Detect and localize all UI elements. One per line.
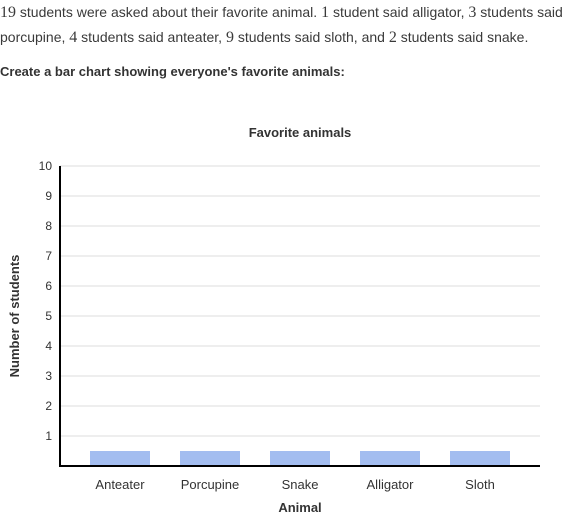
x-tick-label: Anteater — [95, 477, 145, 492]
x-tick-labels: Anteater Porcupine Snake Alligator Sloth — [95, 477, 494, 492]
y-axis-label: Number of students — [7, 255, 22, 378]
problem-text: students said porcupine, — [0, 4, 563, 45]
problem-number: 3 — [468, 4, 477, 21]
chart-title: Favorite animals — [249, 125, 352, 140]
problem-statement: 19 students were asked about their favor… — [0, 0, 580, 50]
y-tick-label: 8 — [45, 219, 52, 233]
y-tick-label: 7 — [45, 249, 52, 263]
y-tick-label: 2 — [45, 399, 52, 413]
problem-text: students said anteater, — [77, 29, 226, 45]
y-tick-label: 3 — [45, 369, 52, 383]
bar-sloth[interactable] — [450, 451, 510, 466]
x-tick-label: Sloth — [465, 477, 495, 492]
y-tick-label: 10 — [39, 159, 53, 173]
x-tick-label: Snake — [282, 477, 319, 492]
instruction-text: Create a bar chart showing everyone's fa… — [0, 64, 345, 79]
problem-number: 19 — [0, 4, 16, 21]
bar-anteater[interactable] — [90, 451, 150, 466]
problem-number: 1 — [321, 4, 330, 21]
problem-text: students said snake. — [396, 29, 529, 45]
y-tick-label: 4 — [45, 339, 52, 353]
y-tick-labels: 1 2 3 4 5 6 7 8 9 10 — [39, 159, 53, 443]
problem-number: 4 — [69, 29, 78, 46]
y-tick-label: 5 — [45, 309, 52, 323]
problem-text: students were asked about their favorite… — [16, 4, 322, 20]
bars — [90, 451, 510, 466]
problem-text: students said sloth, and — [233, 29, 389, 45]
x-tick-label: Alligator — [367, 477, 415, 492]
grid-lines — [60, 165, 540, 437]
y-tick-label: 1 — [45, 429, 52, 443]
bar-porcupine[interactable] — [180, 451, 240, 466]
bar-snake[interactable] — [270, 451, 330, 466]
problem-number: 9 — [225, 29, 234, 46]
x-axis-label: Animal — [278, 500, 321, 514]
y-tick-label: 9 — [45, 189, 52, 203]
bar-alligator[interactable] — [360, 451, 420, 466]
x-tick-label: Porcupine — [181, 477, 240, 492]
problem-text: student said alligator, — [329, 4, 469, 20]
y-tick-label: 6 — [45, 279, 52, 293]
problem-number: 2 — [388, 29, 397, 46]
